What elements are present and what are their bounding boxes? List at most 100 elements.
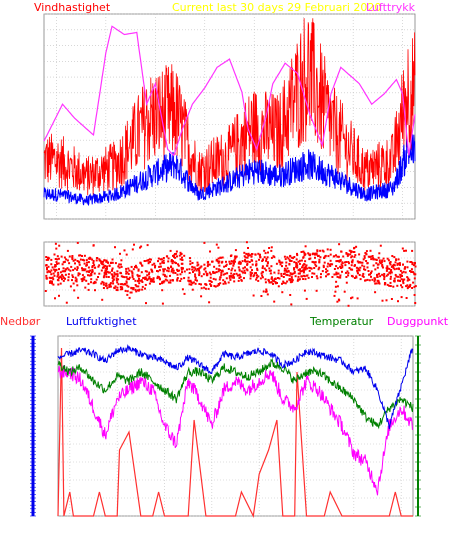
direction-point xyxy=(208,271,211,274)
direction-point xyxy=(151,269,153,272)
direction-point xyxy=(386,267,389,269)
direction-point xyxy=(354,254,357,257)
direction-point xyxy=(340,267,342,269)
direction-point xyxy=(245,241,248,244)
direction-point xyxy=(268,267,271,270)
direction-point xyxy=(329,265,332,267)
direction-point xyxy=(395,275,398,278)
direction-point xyxy=(381,265,384,268)
direction-point xyxy=(230,269,233,272)
direction-point xyxy=(147,259,150,261)
direction-point xyxy=(336,260,339,262)
direction-point xyxy=(392,265,395,268)
direction-point xyxy=(46,267,48,269)
direction-point xyxy=(376,279,379,282)
direction-point xyxy=(363,265,366,268)
direction-point xyxy=(400,284,402,287)
direction-point xyxy=(59,271,62,274)
direction-point xyxy=(126,290,129,293)
direction-point xyxy=(80,278,83,281)
direction-point xyxy=(132,268,135,271)
direction-point xyxy=(351,255,354,258)
direction-point xyxy=(144,276,147,279)
direction-point xyxy=(158,277,161,280)
direction-point xyxy=(380,261,383,264)
direction-point xyxy=(170,270,173,273)
direction-point xyxy=(267,278,270,281)
direction-point xyxy=(227,281,230,284)
direction-point xyxy=(64,273,67,276)
direction-point xyxy=(315,253,318,256)
direction-point xyxy=(381,273,384,276)
direction-point xyxy=(362,258,365,261)
direction-point xyxy=(200,265,203,268)
direction-point xyxy=(132,287,135,289)
direction-point xyxy=(292,257,295,260)
direction-point xyxy=(85,270,88,273)
direction-point xyxy=(299,268,302,271)
direction-point xyxy=(203,241,206,244)
direction-point xyxy=(349,253,352,256)
direction-point xyxy=(334,290,337,293)
direction-point xyxy=(308,258,311,261)
direction-point xyxy=(310,267,313,270)
direction-point xyxy=(210,281,213,283)
direction-point xyxy=(244,259,246,262)
direction-point xyxy=(55,261,58,263)
direction-point xyxy=(319,256,322,259)
direction-point xyxy=(231,276,234,279)
direction-point xyxy=(347,274,350,277)
direction-point xyxy=(270,246,273,249)
direction-point xyxy=(191,262,194,264)
direction-point xyxy=(363,256,366,259)
direction-point xyxy=(338,243,341,246)
direction-point xyxy=(222,282,225,285)
direction-point xyxy=(76,241,79,244)
direction-point xyxy=(327,255,330,258)
wind-speed-label: Vindhastighet xyxy=(34,1,111,14)
direction-point xyxy=(159,265,162,268)
direction-point xyxy=(338,276,341,279)
direction-point xyxy=(194,276,197,279)
direction-point xyxy=(71,279,73,282)
direction-point xyxy=(51,266,54,269)
direction-point xyxy=(255,276,258,279)
direction-point xyxy=(137,275,140,278)
direction-point xyxy=(393,277,396,280)
direction-point xyxy=(357,261,360,264)
direction-point xyxy=(395,259,398,261)
direction-point xyxy=(403,267,406,270)
direction-point xyxy=(230,272,233,275)
direction-point xyxy=(58,244,61,247)
direction-point xyxy=(103,274,106,277)
direction-point xyxy=(130,291,133,294)
direction-point xyxy=(91,266,94,269)
direction-point xyxy=(128,276,131,279)
direction-point xyxy=(72,259,75,262)
direction-point xyxy=(154,264,157,267)
direction-point xyxy=(224,272,227,275)
direction-point xyxy=(300,270,303,273)
direction-point xyxy=(279,263,282,266)
direction-point xyxy=(149,280,152,283)
direction-point xyxy=(358,274,361,276)
direction-point xyxy=(121,286,124,289)
direction-point xyxy=(273,280,276,283)
direction-point xyxy=(217,268,220,271)
direction-point xyxy=(194,279,197,281)
direction-point xyxy=(336,275,339,278)
direction-point xyxy=(71,274,74,277)
direction-point xyxy=(273,300,276,303)
direction-point xyxy=(263,256,266,259)
direction-point xyxy=(105,260,108,263)
direction-point xyxy=(389,270,392,273)
direction-point xyxy=(339,259,342,262)
direction-point xyxy=(187,279,190,282)
direction-point xyxy=(141,285,144,288)
direction-point xyxy=(50,273,53,276)
direction-point xyxy=(90,274,93,277)
direction-point xyxy=(410,261,413,263)
direction-point xyxy=(411,249,414,252)
direction-point xyxy=(351,296,354,299)
direction-point xyxy=(335,260,338,263)
